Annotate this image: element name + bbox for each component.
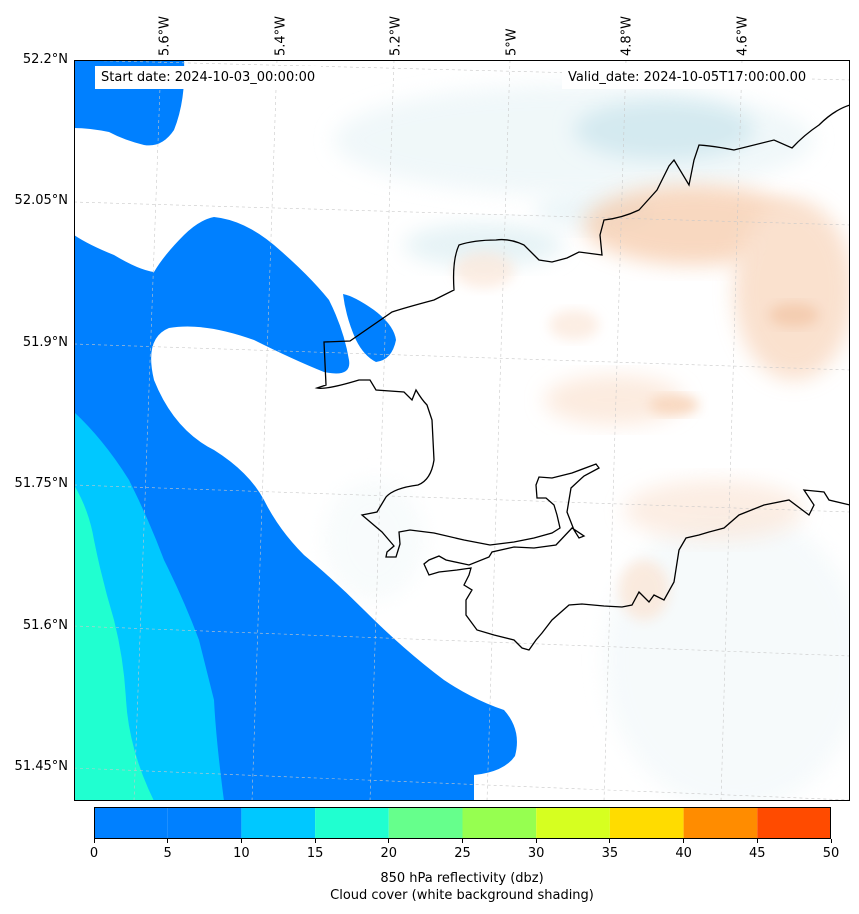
- colorbar-band-45-50: [757, 807, 831, 839]
- colorbar-tick-mark: [535, 839, 537, 843]
- colorbar-band-30-35: [536, 807, 610, 839]
- colorbar-band-10-15: [241, 807, 316, 839]
- lon-label-4-8w: 4.8°W: [619, 15, 635, 56]
- reflectivity-aqua-region: [74, 485, 154, 801]
- colorbar-band-5-10: [167, 807, 242, 839]
- colorbar-tick-label: 15: [306, 846, 324, 861]
- lat-label-51-45n: 51.45°N: [14, 759, 68, 774]
- colorbar-tick-mark: [830, 839, 832, 843]
- colorbar-band-40-45: [683, 807, 758, 839]
- colorbar: [94, 807, 831, 839]
- colorbar-band-35-40: [609, 807, 684, 839]
- lat-label-51-9n: 51.9°N: [22, 335, 68, 350]
- coastline: [314, 104, 850, 651]
- valid-date-label: Valid_date: 2024-10-05T17:00:00.00: [562, 66, 813, 89]
- colorbar-tick-mark: [167, 839, 169, 843]
- colorbar-tick-label: 0: [89, 846, 99, 861]
- colorbar-tick-mark: [93, 839, 95, 843]
- colorbar-tick-label: 5: [163, 846, 172, 861]
- lat-label-51-6n: 51.6°N: [22, 618, 68, 633]
- lat-label-52-2n: 52.2°N: [22, 52, 68, 67]
- colorbar-tick-mark: [314, 839, 316, 843]
- colorbar-tick-mark: [388, 839, 390, 843]
- lon-label-5w: 5°W: [504, 28, 520, 56]
- lon-label-5-6w: 5.6°W: [157, 15, 173, 56]
- colorbar-tick-label: 50: [822, 846, 840, 861]
- colorbar-tick-label: 30: [527, 846, 545, 861]
- colorbar-tick-mark: [462, 839, 463, 843]
- lat-label-52-05n: 52.05°N: [14, 193, 68, 208]
- colorbar-tick-mark: [756, 839, 758, 843]
- colorbar-tick-label: 45: [749, 846, 766, 861]
- warm-cloud-shading: [454, 185, 850, 620]
- colorbar-tick-mark: [683, 839, 685, 843]
- colorbar-label-reflectivity: 850 hPa reflectivity (dbz): [380, 871, 544, 886]
- colorbar-label-cloud-cover: Cloud cover (white background shading): [330, 888, 594, 903]
- colorbar-band-15-20: [315, 807, 389, 839]
- colorbar-tick-mark: [240, 839, 242, 843]
- colorbar-band-20-25: [388, 807, 463, 839]
- colorbar-frame: [94, 807, 831, 839]
- colorbar-tick-label: 35: [601, 846, 619, 861]
- colorbar-band-25-30: [462, 807, 537, 839]
- colorbar-tick-label: 40: [675, 846, 692, 861]
- lon-label-5-4w: 5.4°W: [273, 15, 289, 56]
- map-frame: [74, 60, 850, 801]
- map-panel[interactable]: [74, 60, 850, 801]
- colorbar-tick-label: 10: [233, 846, 250, 861]
- lat-label-51-75n: 51.75°N: [14, 476, 68, 491]
- start-date-label: Start date: 2024-10-03_00:00:00: [95, 66, 322, 89]
- colorbar-band-0-5: [94, 807, 168, 839]
- colorbar-tick-mark: [609, 839, 611, 843]
- lon-label-5-2w: 5.2°W: [388, 15, 404, 56]
- colorbar-tick-label: 20: [380, 846, 398, 861]
- lon-label-4-6w: 4.6°W: [735, 15, 751, 56]
- colorbar-tick-label: 25: [454, 846, 471, 861]
